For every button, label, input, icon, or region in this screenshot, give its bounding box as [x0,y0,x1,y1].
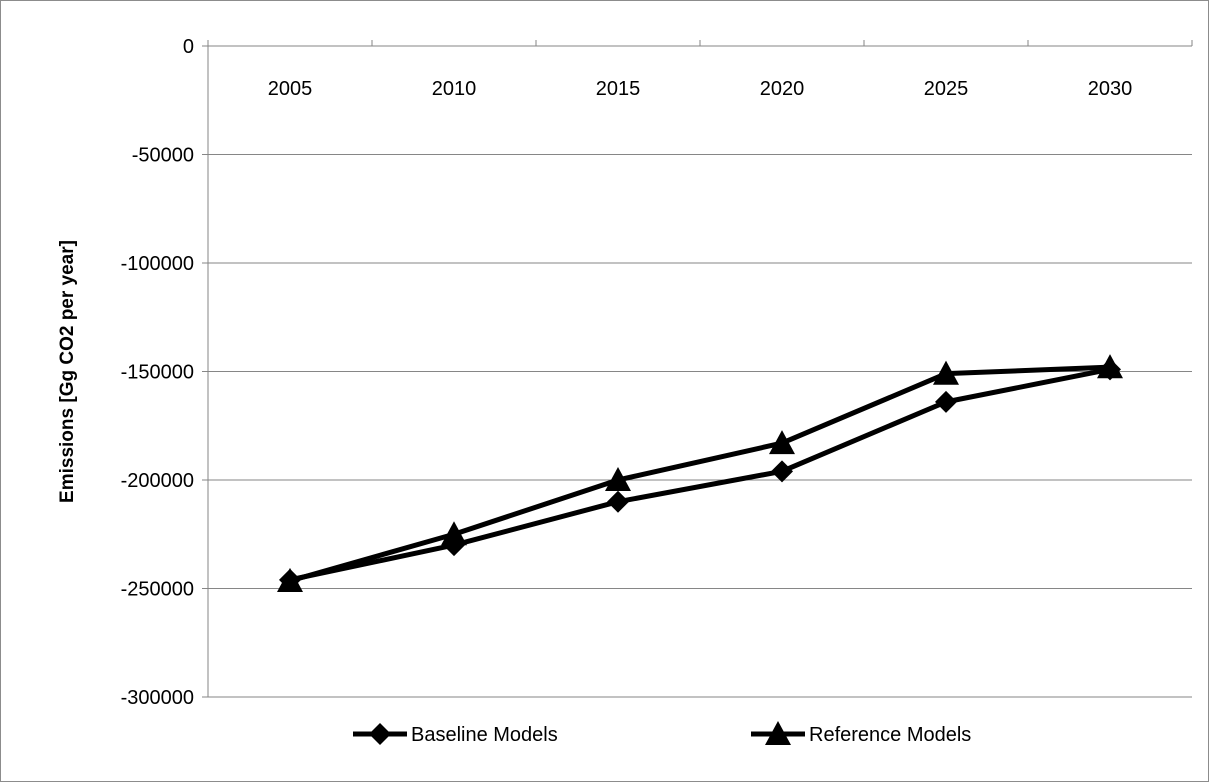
series-lines [277,354,1123,592]
data-point-diamond [607,490,629,513]
legend-diamond-marker [369,723,391,745]
y-axis-tick-labels: 0 -50000 -100000 -150000 -200000 -250000 -3000… [121,36,194,709]
data-point-triangle [933,360,959,385]
data-point-diamond [771,460,793,483]
y-tick-label: -50000 [132,145,194,167]
x-tick-label: 2030 [1088,78,1133,100]
legend-label: Reference Models [809,724,971,746]
legend-triangle-marker [765,721,791,746]
y-tick-label: -250000 [121,579,194,601]
y-tick-label: 0 [183,36,194,58]
x-tick-label: 2005 [268,78,313,100]
y-tick-label: -150000 [121,362,194,384]
data-point-triangle [605,467,631,492]
y-axis-title: Emissions [Gg CO2 per year] [57,240,78,503]
x-tick-label: 2015 [596,78,641,100]
x-tick-label: 2020 [760,78,805,100]
y-tick-label: -100000 [121,253,194,275]
data-point-triangle [1097,354,1123,379]
legend-item: Baseline Models [353,723,558,746]
series-line [289,366,1111,583]
gridlines [208,154,1192,698]
series-reference-models [277,354,1123,592]
y-tick-label: -200000 [121,470,194,492]
axes [202,40,1193,698]
data-point-diamond [935,390,957,413]
legend-label: Baseline Models [411,724,558,746]
data-point-triangle [441,521,467,546]
x-axis-tick-labels: 2005 2010 2015 2020 2025 2030 [268,78,1133,100]
legend: Baseline Models Reference Models [353,721,971,746]
y-tick-label: -300000 [121,687,194,709]
data-point-triangle [277,567,303,592]
x-tick-label: 2010 [432,78,477,100]
series-line [289,364,1111,584]
x-tick-label: 2025 [924,78,969,100]
data-point-triangle [769,430,795,455]
legend-item: Reference Models [751,721,971,746]
series-baseline-models [279,358,1121,591]
